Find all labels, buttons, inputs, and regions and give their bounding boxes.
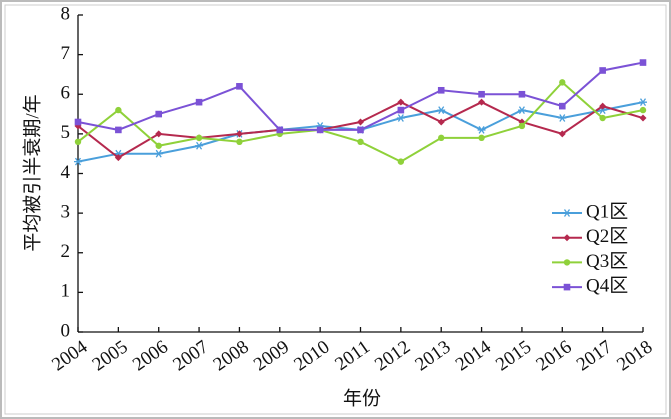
x-tick-label: 2006	[129, 336, 172, 375]
marker	[437, 118, 445, 126]
marker	[518, 90, 526, 98]
marker	[155, 110, 163, 118]
marker	[115, 106, 122, 114]
marker	[477, 126, 486, 134]
marker	[114, 154, 122, 162]
marker	[558, 102, 566, 110]
frame-inner	[4, 4, 667, 415]
marker	[639, 98, 647, 107]
x-tick-label: 2008	[210, 336, 253, 375]
marker	[438, 134, 445, 142]
marker	[478, 90, 485, 98]
marker	[195, 134, 203, 142]
marker	[559, 79, 566, 86]
legend-label: Q3区	[586, 251, 628, 272]
marker	[639, 114, 647, 122]
marker	[437, 106, 446, 114]
x-tick-label: 2005	[89, 336, 132, 375]
x-tick-label: 2009	[250, 336, 293, 375]
y-tick-label: 1	[61, 281, 71, 302]
y-tick-label: 6	[61, 83, 71, 104]
y-tick-label: 5	[61, 122, 71, 143]
x-tick-label: 2018	[613, 336, 656, 375]
marker	[563, 234, 571, 242]
legend-label: Q1区	[586, 201, 628, 222]
marker	[236, 83, 243, 90]
marker	[563, 283, 571, 291]
x-tick-label: 2007	[169, 336, 212, 375]
marker	[563, 259, 571, 266]
marker	[115, 126, 122, 134]
x-tick-label: 2011	[331, 336, 374, 375]
x-tick-label: 2010	[290, 336, 333, 375]
y-axis-label: 平均被引半衰期/年	[21, 94, 43, 251]
marker	[357, 118, 364, 126]
marker	[599, 102, 607, 110]
marker	[518, 122, 526, 130]
x-tick-label: 2014	[452, 336, 496, 375]
marker	[74, 157, 82, 166]
marker	[397, 106, 405, 114]
x-tick-label: 2013	[411, 336, 454, 375]
marker	[639, 106, 647, 114]
x-tick-label: 2017	[573, 336, 616, 375]
marker	[478, 98, 486, 106]
marker	[195, 98, 203, 106]
marker	[397, 158, 405, 165]
x-tick-label: 2004	[48, 336, 92, 375]
marker	[154, 149, 163, 158]
marker	[599, 67, 606, 74]
marker	[316, 126, 324, 134]
marker	[235, 130, 243, 138]
marker	[563, 209, 571, 217]
y-tick-label: 4	[61, 162, 71, 183]
legend-label: Q2区	[586, 226, 628, 247]
marker	[599, 114, 606, 122]
marker	[437, 86, 445, 94]
marker	[74, 138, 82, 145]
marker	[357, 126, 364, 134]
marker	[357, 138, 364, 145]
marker	[74, 118, 82, 126]
marker	[517, 106, 526, 114]
marker	[195, 141, 204, 150]
marker	[478, 134, 485, 142]
marker	[155, 142, 162, 149]
x-tick-label: 2012	[371, 336, 414, 375]
y-tick-label: 0	[61, 320, 71, 341]
legend-label: Q4区	[586, 275, 628, 296]
y-tick-label: 3	[61, 201, 71, 222]
marker	[276, 126, 284, 134]
y-tick-label: 7	[61, 43, 71, 64]
marker	[396, 114, 405, 122]
x-tick-label: 2015	[492, 336, 535, 375]
y-tick-label: 8	[61, 3, 71, 24]
marker	[558, 114, 567, 122]
y-tick-label: 2	[61, 241, 71, 262]
marker	[155, 130, 163, 138]
x-tick-label: 2016	[532, 336, 575, 375]
x-axis-label: 年份	[343, 387, 381, 409]
marker	[397, 98, 405, 106]
marker	[558, 130, 566, 138]
marker	[236, 138, 243, 145]
marker	[639, 59, 647, 66]
